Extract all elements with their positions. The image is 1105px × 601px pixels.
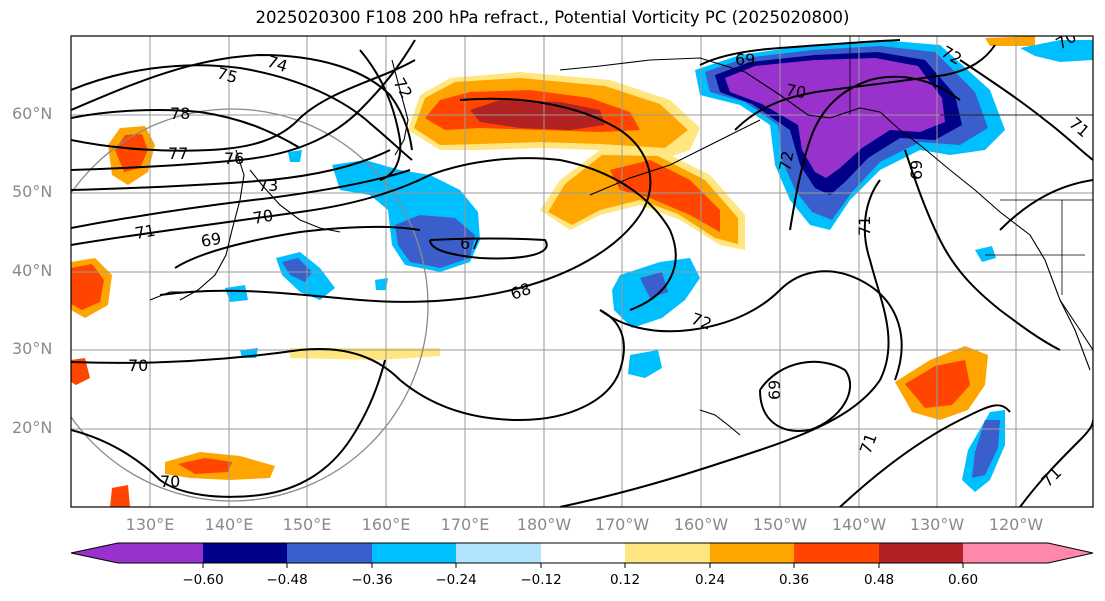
longitude-label: 130°W: [909, 515, 965, 534]
colorbar-swatch: [372, 543, 456, 563]
pv-positive-anomaly: [548, 155, 738, 244]
map-title: 2025020300 F108 200 hPa refract., Potent…: [255, 8, 850, 27]
latitude-label: 50°N: [12, 182, 53, 201]
contour-label: 70: [128, 356, 148, 375]
colorbar-tick-label: 0.48: [863, 572, 895, 588]
latitude-label: 60°N: [12, 104, 53, 123]
contour-label: 71: [856, 431, 881, 457]
contour-label: 71: [1065, 114, 1093, 142]
colorbar: [70, 542, 1094, 568]
colorbar-tick-label: −0.60: [182, 572, 224, 588]
pv-positive-anomaly: [71, 358, 90, 385]
plot-frame: [70, 35, 1094, 508]
contour-label: 69: [735, 50, 755, 69]
pv-negative-anomaly: [975, 246, 996, 262]
contour-label: 67: [460, 234, 480, 253]
colorbar-swatch: [118, 543, 203, 563]
pv-negative-anomaly: [282, 258, 312, 282]
colorbar-tick-label: 0.36: [778, 572, 810, 588]
colorbar-max-extend: [1048, 543, 1093, 563]
pv-positive-anomaly: [71, 264, 104, 310]
contour-label: 73: [258, 176, 278, 195]
colorbar-swatch: [625, 543, 710, 563]
colorbar-swatch: [456, 543, 541, 563]
colorbar-swatch: [879, 543, 963, 563]
colorbar-swatch: [710, 543, 794, 563]
contour-label: 72: [775, 149, 797, 172]
colorbar-swatch: [287, 543, 372, 563]
longitude-label: 160°E: [361, 515, 411, 534]
coastlines: [149, 57, 1093, 436]
colorbar-tick-label: −0.12: [520, 572, 562, 588]
contour-label: 72: [390, 75, 417, 102]
contour-label: 68: [508, 279, 534, 304]
longitude-label: 160°W: [673, 515, 729, 534]
latitude-label: 40°N: [12, 261, 53, 280]
colorbar-swatch: [963, 543, 1048, 563]
colorbar-tick-label: −0.24: [435, 572, 477, 588]
contour-label: 71: [855, 216, 874, 236]
colorbar-outline: [70, 542, 1094, 564]
contour-label: 69: [199, 229, 222, 251]
longitude-label: 150°E: [282, 515, 332, 534]
range-ring: [71, 108, 429, 502]
borders: [849, 36, 1093, 295]
pv-positive-anomaly: [610, 160, 720, 232]
pv-positive-anomaly: [110, 485, 130, 507]
longitude-label: 170°E: [440, 515, 490, 534]
longitude-label: 140°W: [831, 515, 887, 534]
pv-negative-anomaly: [1020, 40, 1093, 62]
contour-label: 71: [1037, 463, 1065, 491]
longitude-label: 180°W: [516, 515, 572, 534]
contour-label: 75: [215, 64, 240, 88]
pv-negative-anomaly: [225, 285, 248, 302]
colorbar-swatch: [794, 543, 879, 563]
contour-label: 69: [907, 160, 926, 180]
pv-positive-anomaly: [115, 134, 148, 172]
longitude-label: 170°W: [594, 515, 650, 534]
pv-negative-anomaly: [288, 150, 302, 162]
longitude-label: 130°E: [125, 515, 175, 534]
colorbar-tick-label: −0.48: [266, 572, 308, 588]
pv-negative-anomaly: [972, 420, 1000, 478]
pv-negative-anomaly: [628, 350, 662, 378]
colorbar-tick-label: 0.60: [947, 572, 979, 588]
contour-label: 70: [251, 206, 274, 228]
colorbar-swatch: [541, 543, 625, 563]
colorbar-tick-label: −0.36: [351, 572, 393, 588]
colorbar-tick-label: 0.24: [694, 572, 726, 588]
contour-label: 70: [160, 472, 180, 491]
longitude-label: 120°W: [988, 515, 1044, 534]
pv-positive-anomaly: [985, 36, 1035, 46]
pv-positive-anomaly: [290, 348, 440, 360]
pv-positive-anomaly: [178, 458, 232, 474]
latitude-label: 20°N: [12, 418, 53, 437]
longitude-label: 140°E: [204, 515, 254, 534]
latitude-label: 30°N: [12, 339, 53, 358]
contour-label: 77: [168, 144, 188, 163]
contour-label: 69: [765, 380, 784, 400]
longitude-label: 150°W: [752, 515, 808, 534]
colorbar-swatch: [203, 543, 287, 563]
graticule: [71, 36, 1093, 507]
contour-label: 78: [170, 104, 190, 123]
contour-label: 70: [784, 80, 807, 102]
refractivity-contours: [71, 39, 1093, 507]
colorbar-tick-label: 0.12: [609, 572, 641, 588]
contour-label: 71: [133, 221, 156, 243]
contour-label: 76: [224, 149, 244, 168]
colorbar-min-extend: [71, 543, 118, 563]
pv-negative-anomaly: [375, 278, 388, 290]
